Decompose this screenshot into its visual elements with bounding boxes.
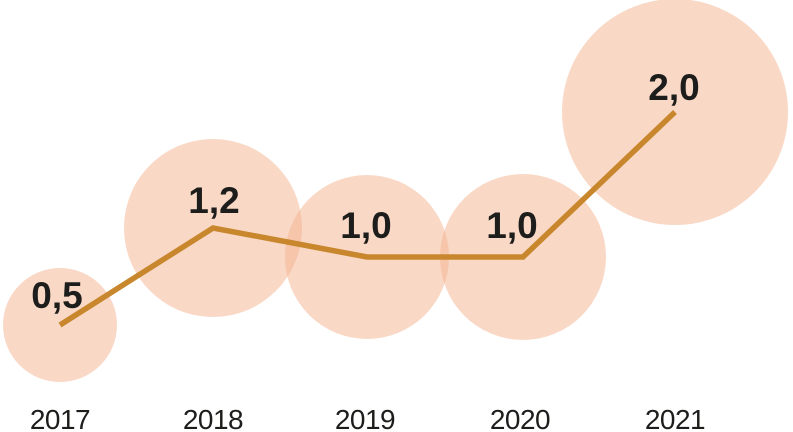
x-axis-label-2021: 2021 — [645, 404, 705, 432]
value-label-2018: 1,2 — [188, 180, 239, 221]
x-axis-tick-group: 2017 2018 2019 2020 2021 — [30, 404, 706, 432]
bubble-group — [3, 0, 788, 382]
trend-line — [58, 110, 677, 328]
x-axis-label-2020: 2020 — [490, 404, 550, 432]
value-label-2017: 0,5 — [31, 275, 82, 316]
x-axis-label-2019: 2019 — [335, 404, 395, 432]
value-label-2021: 2,0 — [648, 67, 699, 108]
x-axis-label-2018: 2018 — [183, 404, 243, 432]
value-label-2020: 1,0 — [486, 205, 537, 246]
value-label-2019: 1,0 — [340, 205, 391, 246]
x-axis-label-2017: 2017 — [30, 404, 90, 432]
value-label-group: 0,5 1,2 1,0 1,0 2,0 — [31, 67, 699, 316]
